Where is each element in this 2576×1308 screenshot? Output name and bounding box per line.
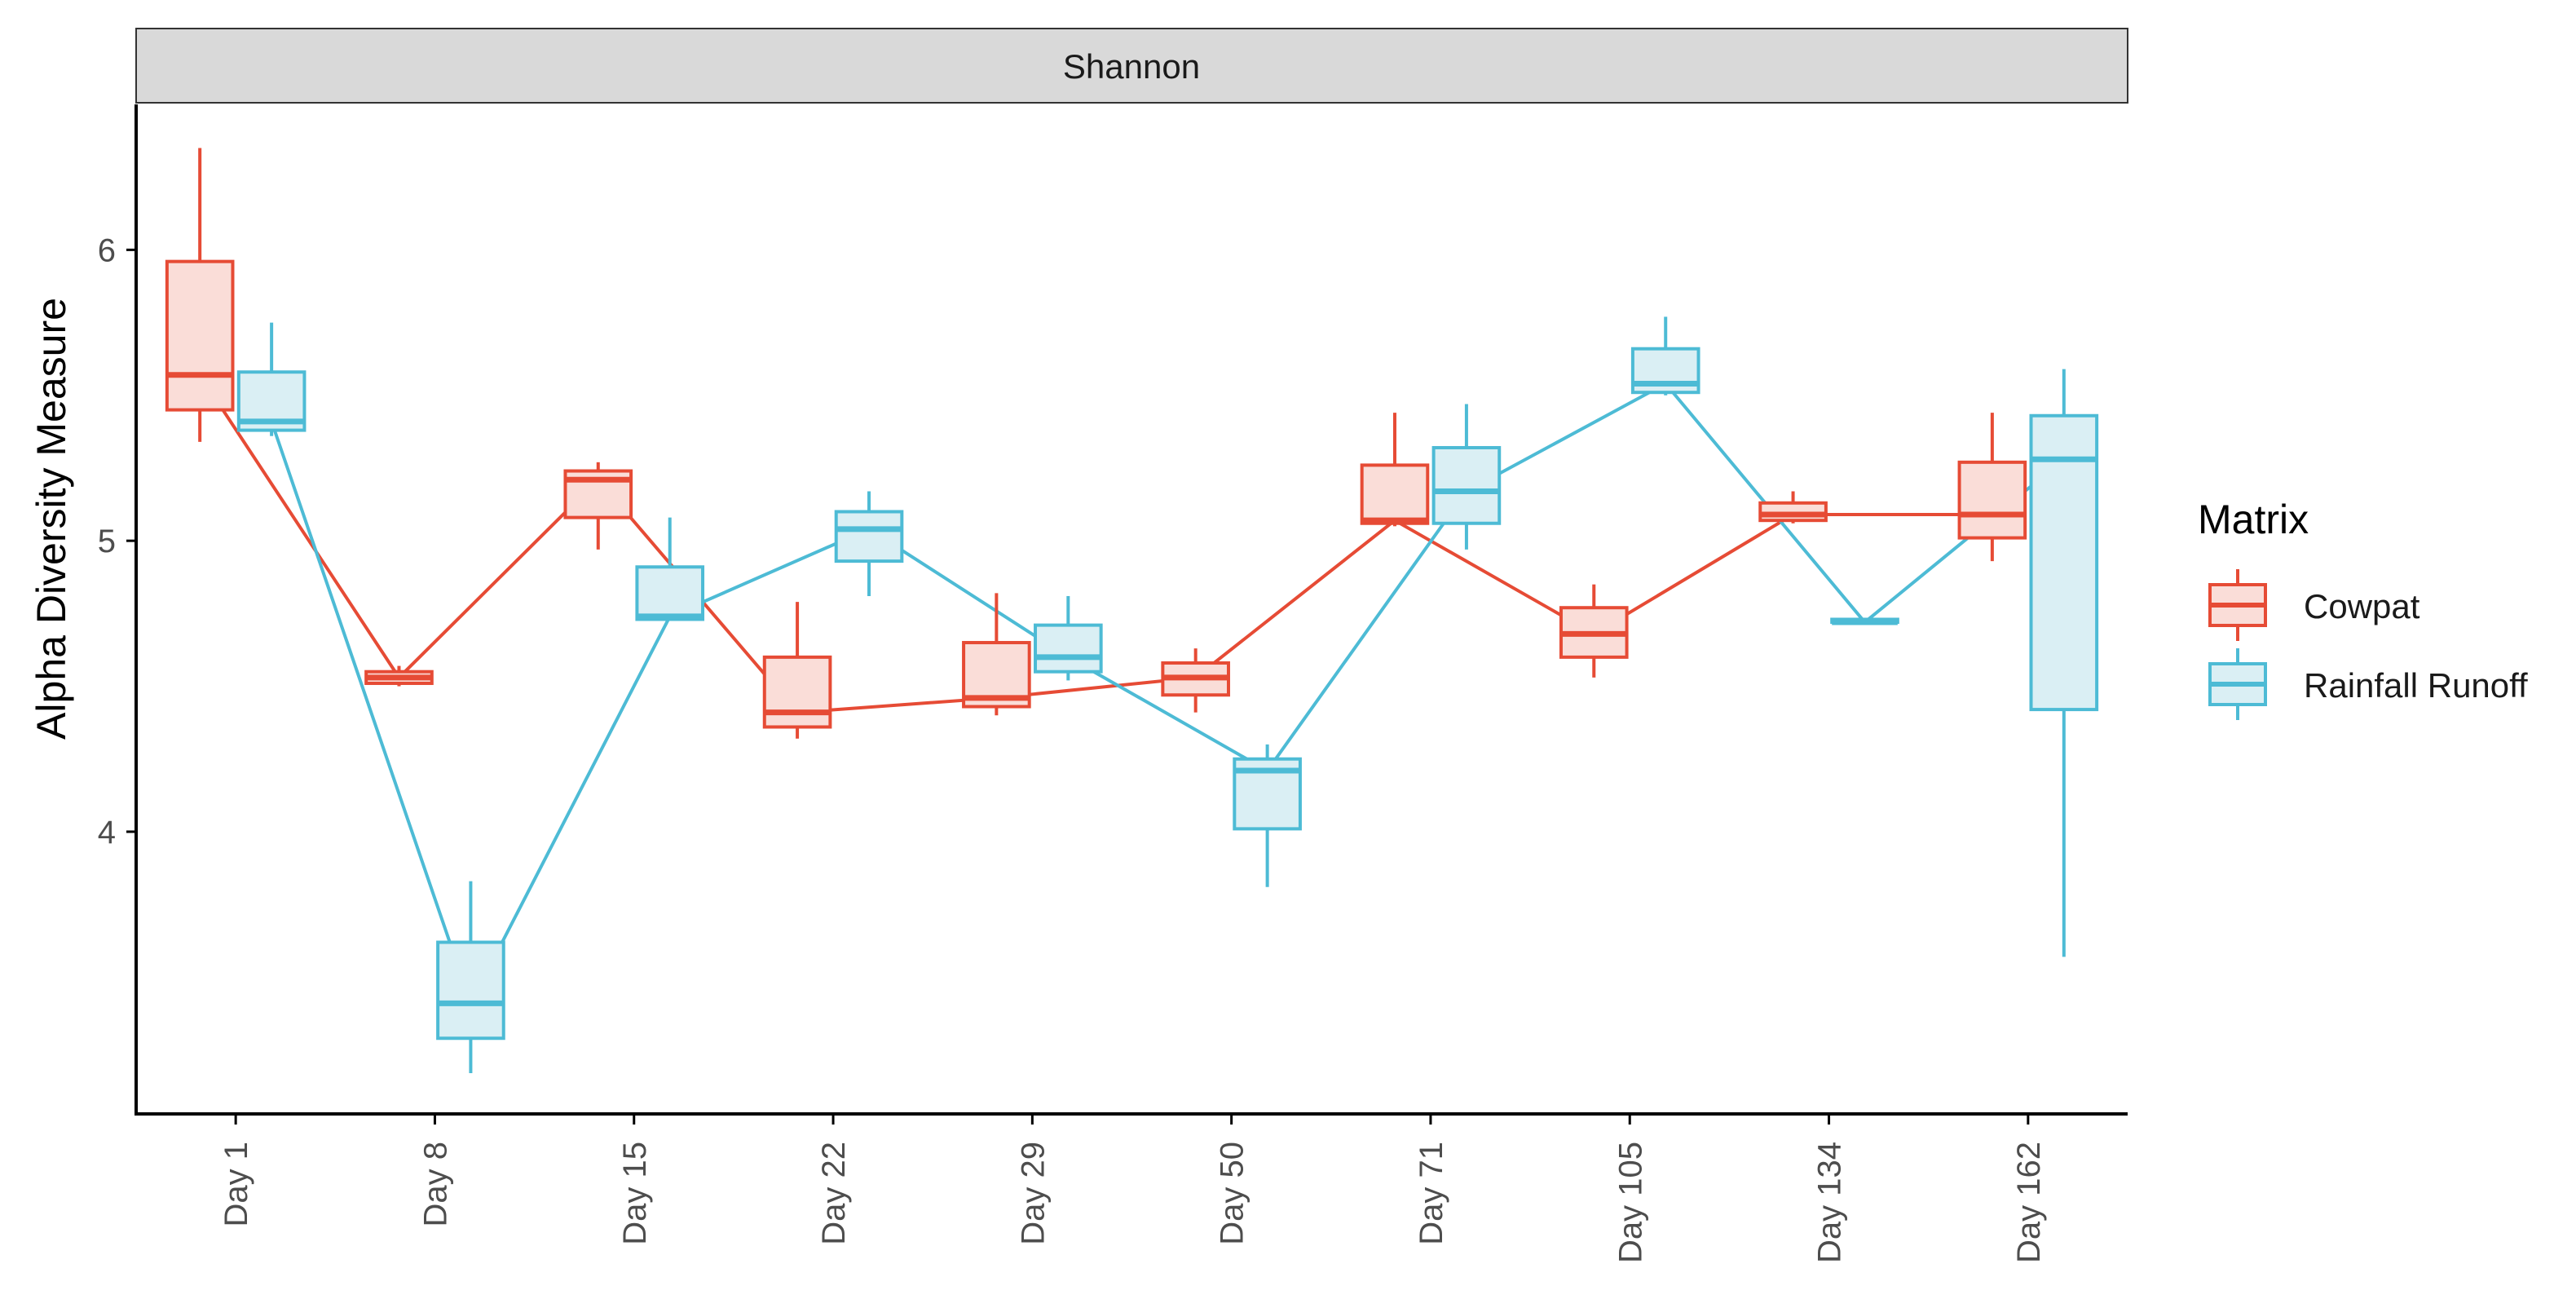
y-tick-label: 6 (98, 232, 116, 268)
box-cowpat (1957, 413, 2027, 562)
median-lines (198, 373, 2066, 1005)
box-rainfall-runoff (1034, 595, 1103, 681)
box-rainfall-runoff (2029, 369, 2099, 957)
y-tick-label: 5 (98, 524, 116, 559)
x-tick-label: Day 134 (1812, 1142, 1848, 1263)
x-tick-label: Day 22 (816, 1142, 852, 1245)
x-tick-label: Day 8 (417, 1142, 453, 1227)
box-cowpat (1360, 413, 1430, 527)
facet-strip (135, 28, 2128, 104)
box-rainfall-runoff (1830, 617, 1899, 625)
box-iqr (1034, 623, 1103, 674)
y-ticks: 4 5 6 (98, 232, 136, 851)
box-rainfall-runoff (1431, 404, 1502, 550)
median-line-cowpat (198, 373, 1992, 714)
x-tick-label: Day 15 (617, 1142, 653, 1245)
box-rainfall-runoff (236, 322, 307, 436)
box-rainfall-runoff (1630, 316, 1700, 395)
box-iqr (1758, 501, 1828, 523)
box-cowpat (1559, 584, 1629, 678)
x-tick-label: Day 71 (1414, 1142, 1449, 1245)
box-iqr (1957, 460, 2027, 540)
box-cowpat (962, 593, 1031, 716)
box-cowpat (762, 602, 832, 739)
box-rainfall-runoff (834, 491, 904, 596)
boxes (165, 148, 2099, 1074)
box-iqr (635, 565, 705, 621)
box-iqr (762, 655, 832, 729)
x-tick-label: Day 162 (2011, 1142, 2047, 1263)
box-iqr (436, 940, 505, 1041)
legend-title: Matrix (2198, 497, 2309, 542)
box-iqr (1360, 463, 1430, 525)
box-cowpat (563, 462, 633, 550)
box-iqr (2029, 413, 2099, 712)
x-ticks: Day 1 Day 8 Day 15 Day 22 Day 29 Day 50 Day 71… (218, 1114, 2047, 1263)
box-iqr (1431, 445, 1502, 525)
y-axis-title: Alpha Diversity Measure (29, 298, 74, 740)
legend-label-cowpat: Cowpat (2304, 587, 2420, 625)
legend-keys (2208, 569, 2267, 720)
box-rainfall-runoff (635, 517, 705, 621)
legend-key-rainfall-runoff (2208, 648, 2267, 720)
box-cowpat (364, 665, 434, 687)
legend: Matrix Cowpat Rainfall Runoff (2198, 497, 2528, 720)
box-rainfall-runoff (1233, 744, 1302, 887)
legend-label-rainfall-runoff: Rainfall Runoff (2304, 666, 2528, 705)
box-cowpat (165, 148, 235, 442)
x-tick-label: Day 105 (1612, 1142, 1648, 1263)
facet-title: Shannon (1063, 47, 1200, 86)
box-rainfall-runoff (436, 881, 505, 1074)
box-iqr (834, 510, 904, 563)
box-iqr (165, 259, 235, 412)
box-cowpat (1758, 491, 1828, 524)
legend-key-cowpat (2208, 569, 2267, 641)
x-tick-label: Day 50 (1215, 1142, 1251, 1245)
y-tick-label: 4 (98, 815, 116, 851)
box-cowpat (1161, 648, 1230, 713)
x-tick-label: Day 1 (218, 1142, 254, 1227)
x-tick-label: Day 29 (1015, 1142, 1051, 1245)
